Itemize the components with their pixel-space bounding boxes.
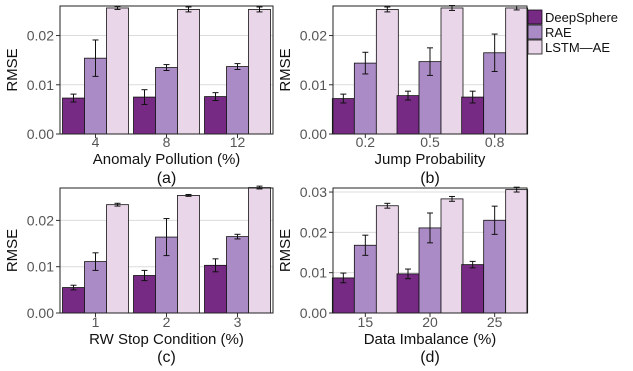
bar: [248, 187, 271, 314]
bar: [62, 287, 85, 314]
x-tick-label: 4: [92, 134, 100, 150]
plot-frame: [59, 187, 274, 314]
plot-frame: [332, 187, 528, 314]
bar: [440, 7, 464, 135]
legend-swatch: [527, 24, 543, 40]
x-tick-label: 0.8: [485, 134, 505, 150]
legend-swatch: [527, 9, 543, 25]
plot-frame: [59, 5, 274, 135]
bar: [177, 195, 200, 314]
y-tick-label: 0.01: [27, 259, 54, 275]
panel-label: (a): [157, 170, 177, 187]
y-tick-label: 0.02: [300, 28, 327, 44]
bar: [375, 205, 399, 314]
bar: [375, 9, 399, 135]
x-tick-label: 2: [163, 314, 171, 330]
bar: [331, 98, 355, 135]
x-tick-label: 0.5: [420, 134, 440, 150]
x-tick-label: 25: [487, 314, 503, 330]
bar: [226, 66, 249, 135]
bar: [505, 189, 529, 314]
x-axis-label: RW Stop Condition (%): [89, 331, 244, 348]
y-tick-label: 0.02: [300, 224, 327, 240]
x-tick-label: 15: [358, 314, 374, 330]
x-tick-label: 3: [234, 314, 242, 330]
bar: [226, 236, 249, 314]
x-tick-label: 20: [422, 314, 438, 330]
panel-label: (b): [420, 170, 440, 187]
y-axis-label: RMSE: [277, 48, 294, 91]
x-axis-label: Anomaly Pollution (%): [93, 151, 241, 168]
bar: [248, 9, 271, 135]
panel-label: (c): [157, 349, 176, 366]
y-tick-label: 0.01: [300, 77, 327, 93]
chart-panel: 0.00 0.01 0.02 1 2 3RW Stop Condition (%) RMSE…: [4, 185, 274, 366]
x-axis-label: Data Imbalance (%): [364, 331, 497, 348]
bar: [133, 275, 156, 314]
plot-frame: [332, 5, 528, 135]
y-tick-label: 0.00: [300, 305, 327, 321]
y-tick-label: 0.00: [27, 126, 54, 142]
bar: [177, 9, 200, 135]
x-tick-label: 1: [92, 314, 100, 330]
bar: [204, 96, 227, 135]
bar: [62, 97, 85, 135]
y-tick-label: 0.01: [27, 77, 54, 93]
y-axis-label: RMSE: [277, 229, 294, 272]
legend-label: LSTM—AE: [545, 40, 610, 55]
bar: [461, 264, 485, 314]
x-axis-label: Jump Probability: [375, 151, 486, 168]
bar: [440, 198, 464, 314]
x-tick-label: 0.2: [356, 134, 376, 150]
legend-label: RAE: [545, 25, 572, 40]
legend-swatch: [527, 39, 543, 55]
y-tick-label: 0.01: [300, 265, 327, 281]
y-tick-label: 0.03: [300, 184, 327, 200]
y-tick-label: 0.00: [300, 126, 327, 142]
x-tick-label: 8: [163, 134, 171, 150]
y-tick-label: 0.02: [27, 212, 54, 228]
x-tick-label: 12: [230, 134, 246, 150]
bar: [106, 7, 129, 135]
bar: [106, 204, 129, 314]
panel-label: (d): [420, 349, 440, 366]
y-tick-label: 0.02: [27, 28, 54, 44]
bar: [155, 67, 178, 135]
y-axis-label: RMSE: [4, 229, 21, 272]
y-tick-label: 0.00: [27, 305, 54, 321]
bar: [396, 273, 420, 314]
y-axis-label: RMSE: [4, 48, 21, 91]
bar: [204, 264, 227, 314]
bar: [396, 95, 420, 135]
bar: [505, 7, 529, 135]
legend-label: DeepSphere: [545, 10, 618, 25]
